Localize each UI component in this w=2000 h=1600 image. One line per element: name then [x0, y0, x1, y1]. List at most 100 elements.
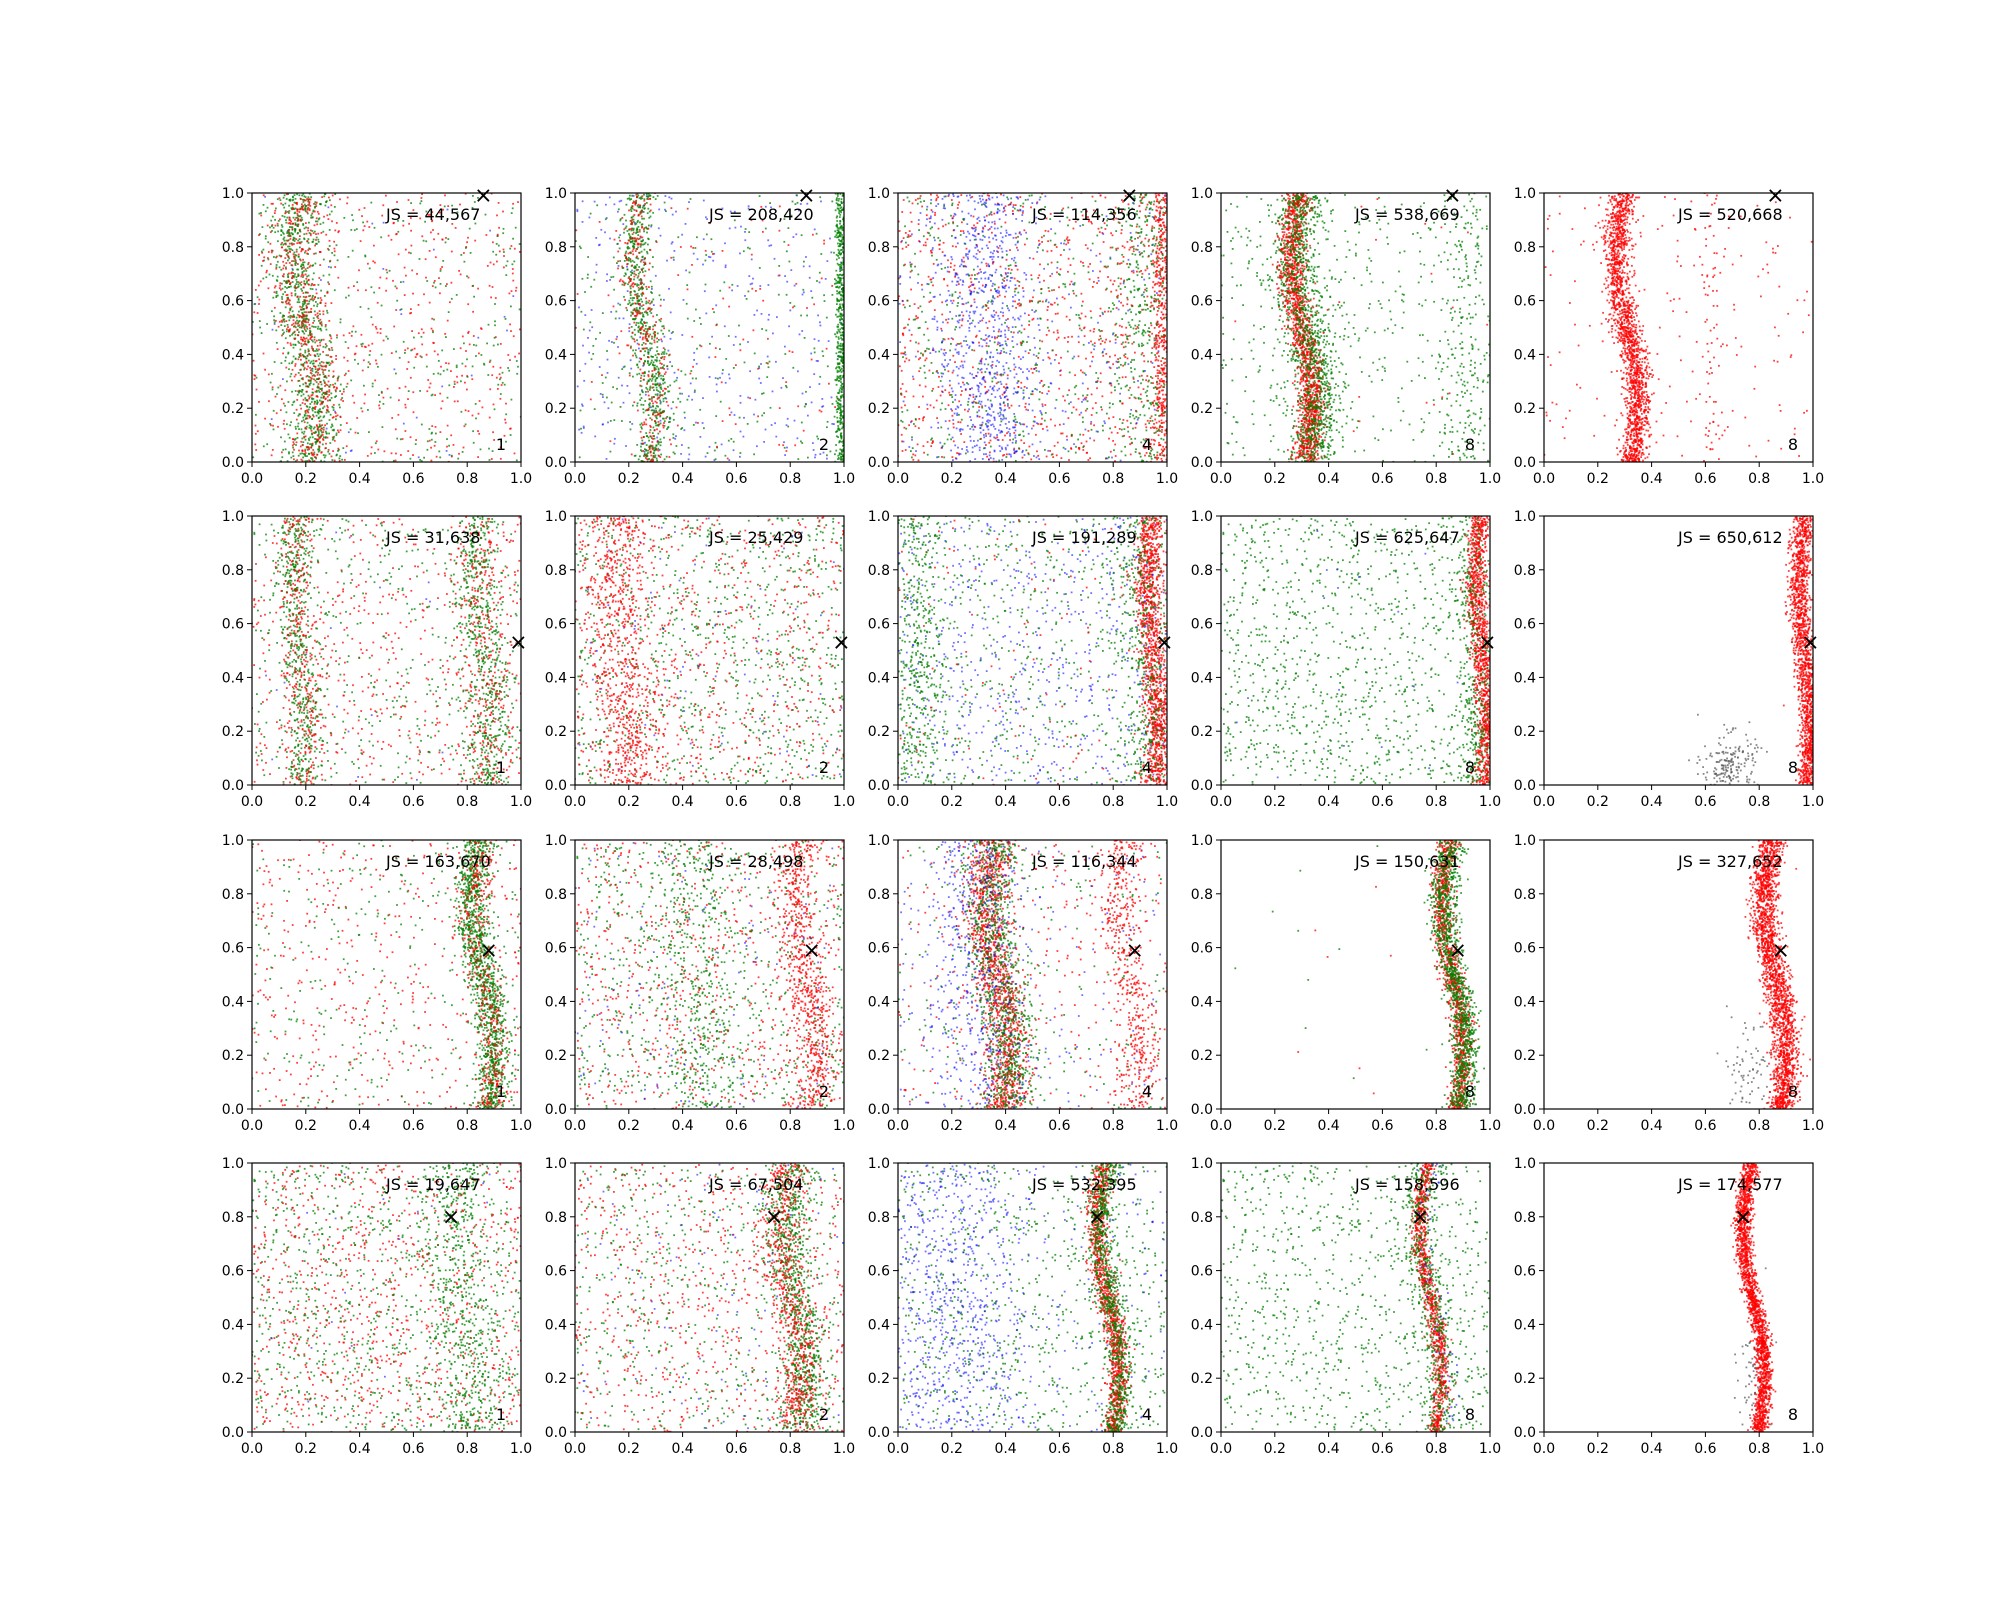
- data-point-green: [623, 260, 626, 262]
- data-point-green: [644, 333, 647, 335]
- data-point-green: [696, 347, 698, 350]
- data-point-green: [325, 432, 328, 435]
- data-point-green: [763, 412, 765, 414]
- data-point-red: [659, 395, 661, 397]
- data-point-green: [274, 231, 277, 234]
- data-point-green: [589, 212, 592, 215]
- data-point-green: [263, 259, 265, 262]
- data-point-red: [300, 407, 302, 410]
- data-point-green: [329, 199, 331, 202]
- data-point-green: [769, 202, 771, 204]
- data-point-blue: [607, 421, 609, 424]
- data-point-green: [325, 376, 328, 379]
- data-point-red: [395, 287, 398, 290]
- data-point-green: [262, 248, 265, 251]
- data-point-green: [841, 394, 844, 396]
- data-point-green: [840, 422, 842, 424]
- data-point-red: [1021, 212, 1024, 214]
- data-point-red: [322, 365, 324, 368]
- data-point-red: [314, 360, 317, 363]
- data-point-red: [299, 374, 302, 376]
- data-point-green: [325, 328, 328, 331]
- data-point-red: [972, 366, 974, 369]
- data-point-green: [662, 379, 665, 382]
- data-point-red: [363, 402, 366, 405]
- data-point-green: [385, 335, 388, 338]
- data-point-blue: [784, 454, 786, 456]
- data-point-red: [333, 385, 336, 388]
- data-point-red: [313, 203, 315, 205]
- data-point-red: [660, 338, 663, 341]
- data-point-red: [314, 406, 316, 409]
- data-point-red: [421, 235, 424, 238]
- data-point-green: [475, 355, 477, 357]
- data-point-green: [640, 305, 643, 308]
- y-tick-label: 0.6: [545, 294, 567, 310]
- data-point-red: [669, 438, 671, 441]
- data-point-red: [820, 277, 823, 280]
- data-point-red: [1089, 263, 1091, 265]
- data-point-green: [842, 328, 844, 330]
- data-point-red: [300, 342, 303, 345]
- data-point-red: [1021, 287, 1024, 289]
- data-point-green: [299, 214, 302, 217]
- data-point-green: [634, 333, 636, 336]
- data-point-green: [313, 432, 316, 434]
- data-point-green: [295, 262, 298, 264]
- data-point-red: [268, 400, 270, 403]
- data-point-green: [784, 353, 787, 355]
- data-point-green: [324, 204, 327, 207]
- data-point-red: [633, 283, 636, 286]
- data-point-red: [439, 392, 442, 395]
- data-point-green: [663, 364, 665, 367]
- data-point-red: [647, 334, 650, 337]
- data-point-red: [1053, 445, 1056, 447]
- data-point-red: [691, 264, 693, 266]
- data-point-red: [281, 241, 283, 244]
- data-point-red: [296, 329, 299, 331]
- data-point-green: [637, 272, 640, 275]
- data-point-green: [302, 317, 305, 320]
- data-point-green: [298, 379, 301, 382]
- data-point-green: [260, 212, 262, 214]
- data-point-green: [725, 358, 728, 360]
- data-point-red: [427, 214, 430, 216]
- data-point-red: [272, 202, 274, 205]
- data-point-blue: [775, 360, 777, 363]
- data-point-red: [636, 313, 639, 316]
- data-point-red: [976, 273, 979, 275]
- data-point-green: [617, 208, 620, 211]
- data-point-red: [307, 229, 309, 232]
- data-point-blue: [723, 325, 726, 328]
- data-point-red: [380, 391, 383, 394]
- data-point-green: [330, 341, 332, 344]
- data-point-red: [441, 266, 443, 268]
- data-point-green: [302, 193, 305, 195]
- data-point-green: [303, 368, 305, 371]
- data-point-green: [288, 257, 291, 260]
- data-point-red: [644, 203, 646, 205]
- data-point-red: [308, 266, 311, 268]
- data-point-green: [276, 393, 278, 395]
- data-point-red: [327, 247, 329, 250]
- data-point-green: [637, 226, 640, 228]
- data-point-green: [308, 353, 310, 355]
- data-point-blue: [830, 251, 833, 254]
- data-point-green: [282, 203, 284, 206]
- data-point-red: [393, 221, 395, 224]
- data-point-red: [926, 327, 929, 330]
- data-point-green: [325, 430, 327, 433]
- data-point-green: [835, 234, 838, 236]
- data-point-green: [295, 283, 298, 285]
- axes-frame: [574, 192, 845, 463]
- data-point-green: [638, 360, 641, 363]
- data-point-green: [677, 236, 680, 239]
- data-point-red: [1163, 226, 1166, 229]
- data-point-green: [487, 323, 490, 326]
- data-point-green: [639, 288, 641, 290]
- data-point-red: [332, 450, 334, 452]
- data-point-red: [1041, 403, 1044, 406]
- data-point-red: [307, 339, 310, 341]
- data-point-green: [308, 201, 311, 203]
- data-point-red: [366, 220, 369, 223]
